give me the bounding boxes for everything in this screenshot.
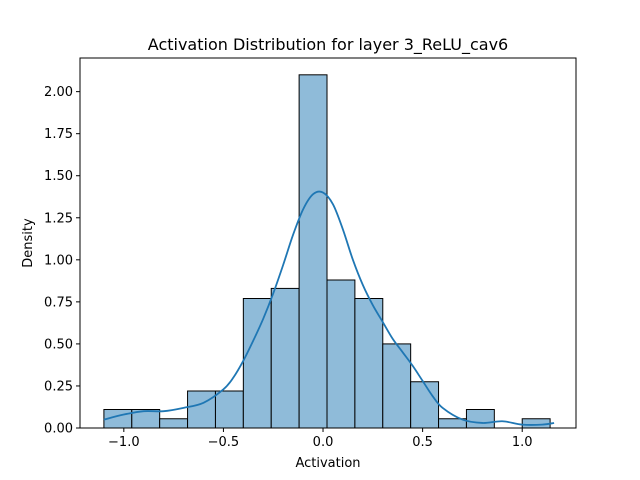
- y-tick-label: 1.50: [44, 169, 73, 184]
- chart-title: Activation Distribution for layer 3_ReLU…: [148, 35, 508, 55]
- histogram-bar: [521, 418, 551, 429]
- y-tick-label: 1.00: [44, 253, 73, 268]
- x-tick-label: 0.0: [313, 435, 334, 450]
- histogram-bar: [214, 390, 244, 429]
- y-tick-label: 1.25: [44, 211, 73, 226]
- histogram-bar: [298, 74, 328, 429]
- x-tick-label: −1.0: [108, 435, 140, 450]
- x-tick-label: −0.5: [208, 435, 240, 450]
- histogram-bar: [187, 390, 216, 429]
- kde-line: [103, 190, 555, 426]
- x-tick-label: 0.5: [412, 435, 433, 450]
- histogram-bar: [270, 287, 300, 429]
- y-axis-label: Density: [21, 218, 36, 268]
- y-tick-label: 0.75: [44, 295, 73, 310]
- y-tick-label: 0.50: [44, 337, 73, 352]
- y-axis-ticks: 0.00 0.25 0.50 0.75 1.00 1.25 1.50 1.75 2.00: [44, 85, 80, 437]
- x-axis-label: Activation: [295, 456, 360, 471]
- y-tick-label: 0.25: [44, 379, 73, 394]
- histogram-bars: [103, 74, 551, 429]
- y-tick-label: 2.00: [44, 85, 73, 100]
- histogram-bar: [242, 298, 272, 429]
- y-tick-label: 0.00: [44, 422, 73, 437]
- x-axis-ticks: −1.0 −0.5 0.0 0.5 1.0: [108, 428, 533, 450]
- histogram-bar: [410, 381, 440, 429]
- y-tick-label: 1.75: [44, 127, 73, 142]
- plot-frame: [79, 57, 577, 429]
- histogram-bar: [326, 279, 356, 429]
- histogram-bar: [159, 418, 189, 429]
- x-tick-label: 1.0: [512, 435, 533, 450]
- histogram-bar: [354, 298, 384, 429]
- histogram-bar: [465, 409, 495, 429]
